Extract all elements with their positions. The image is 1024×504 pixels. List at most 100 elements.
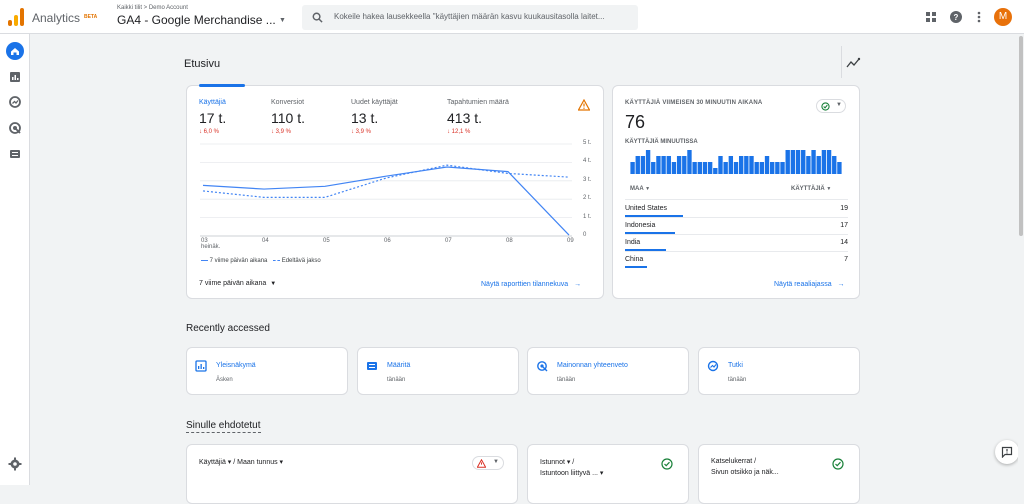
minute-bar[interactable] [738,156,744,174]
users-line-chart[interactable] [200,140,572,240]
per-minute-bar-chart[interactable] [630,150,842,174]
chevron-down-icon[interactable]: ▼ [279,17,286,24]
minute-bar[interactable] [816,156,821,174]
minute-bar[interactable] [795,150,801,174]
minute-bar[interactable] [666,156,671,174]
minute-bar[interactable] [733,162,739,174]
search-icon [312,12,323,23]
realtime-card [612,85,860,299]
minute-bar[interactable] [718,156,723,174]
suggested-card-title[interactable]: Katselukerrat / [711,458,757,465]
minute-bar[interactable] [770,162,775,174]
suggested-card-title-line2[interactable]: Istuntoon liittyvä ... ▾ [540,470,604,477]
minute-bar[interactable] [780,162,785,174]
home-icon[interactable] [6,42,24,60]
caret-down-icon: ▼ [270,281,277,287]
recent-tile-overview[interactable] [186,347,348,395]
minute-bar[interactable] [832,156,837,174]
minute-bar[interactable] [754,162,759,174]
metric-event-count[interactable]: Tapahtumien määrä 413 t. ↓ 12,1 % [447,99,509,135]
avatar[interactable]: M [994,8,1012,26]
explore-icon[interactable] [7,94,23,110]
scrollbar[interactable] [1018,34,1024,485]
minute-bar[interactable] [676,156,682,174]
scrollbar-thumb[interactable] [1019,36,1023,236]
realtime-status-dropdown[interactable]: ▼ [816,99,846,113]
suggested-card-title[interactable]: Käyttäjiä ▾ / Maan tunnus ▾ [199,459,284,466]
metric-change: ↓ 12,1 % [447,129,471,135]
reports-icon[interactable] [7,69,23,85]
suggested-card-title[interactable]: Istunnot ▾ / [540,459,575,466]
suggested-title[interactable]: Sinulle ehdotetut [186,420,261,433]
metric-conversions[interactable]: Konversiot 110 t. ↓ 3,9 % [271,99,305,135]
minute-bar[interactable] [651,162,656,174]
legend-previous: Edeltävä jakso [281,258,321,264]
recent-tile-configure[interactable] [357,347,519,395]
minute-bar[interactable] [790,150,796,174]
minute-bar[interactable] [764,156,770,174]
series-line-0[interactable] [202,166,570,236]
column-header-country[interactable]: MAA ▼ [630,186,650,192]
minute-bar[interactable] [775,162,780,174]
series-line-1[interactable] [202,164,570,198]
legend-solid-swatch [201,259,208,262]
metric-new-users[interactable]: Uudet käyttäjät 13 t. ↓ 3,9 % [351,99,398,135]
minute-bar[interactable] [661,156,666,174]
minute-bar[interactable] [687,150,692,174]
row-users: 19 [840,205,848,212]
minute-bar[interactable] [837,162,842,174]
minute-bar[interactable] [671,162,677,174]
minute-bar[interactable] [806,156,811,174]
warning-icon[interactable] [578,99,590,111]
check-circle-icon [821,102,830,111]
minute-bar[interactable] [640,156,646,174]
suggested-card-title-line2[interactable]: Sivun otsikko ja näk... [711,469,779,476]
minute-bar[interactable] [630,162,635,174]
minute-bar[interactable] [692,162,697,174]
view-reports-snapshot-link[interactable]: Näytä raporttien tilannekuva → [481,281,581,288]
analytics-logo-icon[interactable] [8,8,24,26]
active-tab-indicator [199,84,245,87]
minute-bar[interactable] [826,150,832,174]
minute-bar[interactable] [811,150,816,174]
property-selector[interactable]: GA4 - Google Merchandise ... [117,13,276,27]
column-header-users[interactable]: KÄYTTÄJIÄ ▼ [791,186,831,192]
minute-bar[interactable] [702,162,708,174]
settings-gear-icon[interactable] [7,456,23,472]
minute-bar[interactable] [821,150,827,174]
suggested-card-users-country[interactable] [186,444,518,504]
suggested-status-dropdown[interactable]: ▼ [472,456,504,470]
advertising-icon[interactable] [7,120,23,136]
minute-bar[interactable] [723,162,728,174]
more-vert-icon[interactable] [972,10,986,24]
feedback-button[interactable] [995,440,1019,464]
minute-bar[interactable] [656,156,661,174]
minute-bar[interactable] [682,156,687,174]
minute-bar[interactable] [645,150,651,174]
minute-bar[interactable] [759,162,765,174]
recent-tile-explore[interactable] [698,347,860,395]
divider [841,46,842,78]
minute-bar[interactable] [744,156,749,174]
configure-icon[interactable] [7,146,23,162]
view-realtime-link[interactable]: Näytä reaaliajassa → [774,281,845,288]
minute-bar[interactable] [697,162,702,174]
insights-icon[interactable] [846,56,862,70]
overview-card [186,85,604,299]
minute-bar[interactable] [801,150,806,174]
apps-grid-icon[interactable] [924,10,938,24]
metric-label: Tapahtumien määrä [447,99,509,106]
minute-bar[interactable] [713,168,718,174]
breadcrumb[interactable]: Kaikki tilit > Demo Account [117,5,188,11]
minute-bar[interactable] [707,162,713,174]
minute-bar[interactable] [785,150,790,174]
metric-users[interactable]: Käyttäjiä 17 t. ↓ 6,0 % [199,99,226,135]
minute-bar[interactable] [635,156,640,174]
minute-bar[interactable] [749,156,754,174]
help-icon[interactable]: ? [949,10,963,24]
search-input[interactable]: Kokeile hakea lausekkeella "käyttäjien m… [302,5,638,30]
date-range-dropdown[interactable]: 7 viime päivän aikana ▼ [199,280,276,287]
recent-tile-advertising[interactable] [527,347,689,395]
minute-bar[interactable] [728,156,734,174]
advertising-icon [537,361,548,372]
